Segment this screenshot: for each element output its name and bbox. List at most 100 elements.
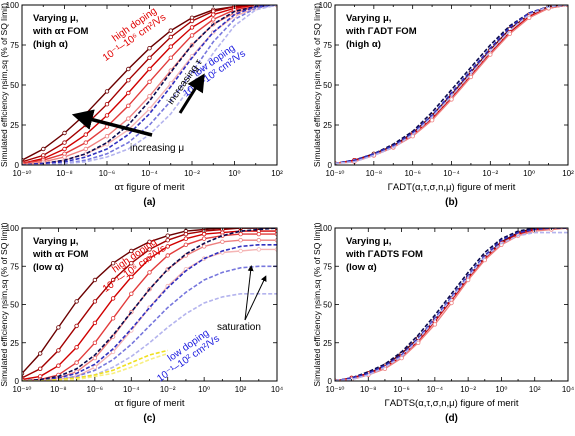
data-point bbox=[83, 140, 88, 145]
panel-letter: (a) bbox=[143, 197, 155, 208]
series-line-7 bbox=[22, 228, 277, 381]
data-point bbox=[183, 242, 189, 247]
series-line-7 bbox=[22, 5, 277, 165]
data-point bbox=[147, 93, 152, 99]
data-point bbox=[126, 66, 131, 72]
data-point bbox=[62, 140, 67, 145]
y-tick-label: 25 bbox=[10, 339, 19, 348]
panel-annotation-line: Varying μ, bbox=[346, 236, 391, 247]
data-point bbox=[110, 261, 116, 266]
series-line-5 bbox=[335, 228, 568, 381]
x-tick-label: 10⁻¹⁰ bbox=[326, 169, 345, 178]
data-point bbox=[189, 18, 195, 24]
series-line-4 bbox=[335, 228, 568, 381]
data-point bbox=[74, 299, 79, 304]
x-tick-label: 10⁻² bbox=[460, 385, 476, 394]
mu-arrow-label: increasing μ bbox=[130, 143, 184, 154]
data-point bbox=[183, 236, 189, 241]
x-tick-label: 10⁻² bbox=[184, 169, 200, 178]
y-tick-label: 75 bbox=[323, 262, 332, 271]
data-point bbox=[147, 66, 152, 72]
x-tick-label: 10⁻⁸ bbox=[50, 385, 67, 394]
data-point bbox=[256, 237, 261, 243]
x-tick-label: 10² bbox=[235, 385, 247, 394]
data-point bbox=[147, 79, 152, 84]
data-point bbox=[147, 270, 152, 275]
data-point bbox=[74, 323, 79, 329]
panel-annotation-line: (high α) bbox=[346, 39, 381, 50]
data-point bbox=[62, 130, 67, 136]
series-group bbox=[22, 228, 277, 381]
x-tick-label: 10² bbox=[562, 169, 574, 178]
x-tick-label: 10⁴ bbox=[271, 385, 284, 394]
data-point bbox=[256, 247, 261, 252]
x-tick-label: 10⁻¹⁰ bbox=[13, 385, 32, 394]
series-line-6 bbox=[335, 231, 568, 381]
y-tick-label: 0 bbox=[15, 161, 20, 170]
data-point bbox=[211, 12, 216, 17]
data-point bbox=[104, 133, 110, 139]
series-line-5 bbox=[335, 5, 568, 165]
data-point bbox=[165, 244, 170, 249]
data-point bbox=[399, 355, 404, 361]
data-point bbox=[165, 253, 170, 258]
data-point bbox=[238, 248, 243, 254]
data-point bbox=[449, 97, 454, 102]
panel-annotation-line: (low α) bbox=[33, 262, 64, 273]
data-point bbox=[201, 244, 207, 249]
y-tick-label: 0 bbox=[328, 161, 333, 170]
x-tick-label: 10⁴ bbox=[562, 385, 575, 394]
panel-annotation-line: Varying μ, bbox=[346, 13, 391, 24]
x-tick-label: 10² bbox=[271, 169, 283, 178]
x-axis-label: ατ figure of merit bbox=[115, 398, 185, 409]
data-point bbox=[429, 117, 435, 123]
saturation-arrow bbox=[244, 265, 254, 321]
data-point bbox=[110, 316, 116, 321]
x-tick-label: 10⁻² bbox=[160, 385, 176, 394]
panel-annotation-line: with ΓADT FOM bbox=[345, 26, 417, 37]
panel-annotation-line: with ΓADTS FOM bbox=[345, 249, 423, 260]
data-point bbox=[129, 248, 134, 254]
data-point bbox=[104, 113, 110, 118]
x-tick-label: 10⁰ bbox=[198, 385, 210, 394]
data-point bbox=[449, 300, 454, 306]
data-point bbox=[110, 277, 116, 283]
y-tick-label: 50 bbox=[10, 81, 19, 90]
data-point bbox=[92, 277, 98, 283]
y-tick-label: 25 bbox=[323, 121, 332, 130]
data-point bbox=[41, 146, 46, 152]
y-tick-label: 50 bbox=[323, 301, 332, 310]
data-point bbox=[165, 237, 170, 243]
data-point bbox=[168, 81, 173, 86]
data-point bbox=[38, 351, 43, 356]
panel-annotation-line: Varying μ, bbox=[33, 236, 78, 247]
data-point bbox=[220, 239, 225, 244]
y-tick-label: 25 bbox=[10, 121, 19, 130]
data-point bbox=[92, 365, 98, 370]
series-line-8 bbox=[22, 244, 277, 381]
x-axis-label: ΓADTS(α,τ,σ,n,μ) figure of merit bbox=[384, 398, 518, 409]
y-tick-label: 100 bbox=[6, 224, 20, 233]
data-point bbox=[256, 231, 261, 237]
data-point bbox=[465, 277, 471, 283]
chart-panel-3: 10⁻¹⁰ 10⁻⁸ 10⁻⁶ 10⁻⁴ 10⁻² 10⁰ 10² 10⁴ 0 25 50 75 100… bbox=[0, 222, 284, 424]
series-line-4 bbox=[335, 5, 568, 165]
data-point bbox=[201, 236, 207, 241]
panels: 10⁻¹⁰ 10⁻⁸ 10⁻⁶ 10⁻⁴ 10⁻² 10⁰ 10²0255075100Sim… bbox=[0, 1, 575, 424]
x-tick-label: 10⁻¹⁰ bbox=[13, 169, 32, 178]
data-point bbox=[38, 366, 43, 371]
data-point bbox=[189, 33, 195, 38]
data-point bbox=[147, 55, 152, 60]
data-point bbox=[126, 103, 131, 108]
data-point bbox=[168, 44, 173, 49]
data-point bbox=[104, 101, 110, 107]
data-point bbox=[92, 355, 98, 361]
data-point bbox=[416, 340, 421, 345]
data-point bbox=[468, 74, 474, 80]
data-point bbox=[211, 17, 216, 22]
x-tick-label: 10⁻⁸ bbox=[56, 169, 73, 178]
data-point bbox=[165, 233, 170, 238]
chart-panel-4: 10⁻¹⁰ 10⁻⁸ 10⁻⁶ 10⁻⁴ 10⁻² 10⁰ 10² 10⁴ 0 25 50 75 100… bbox=[312, 222, 575, 424]
data-point bbox=[527, 15, 532, 20]
data-point bbox=[129, 261, 134, 266]
